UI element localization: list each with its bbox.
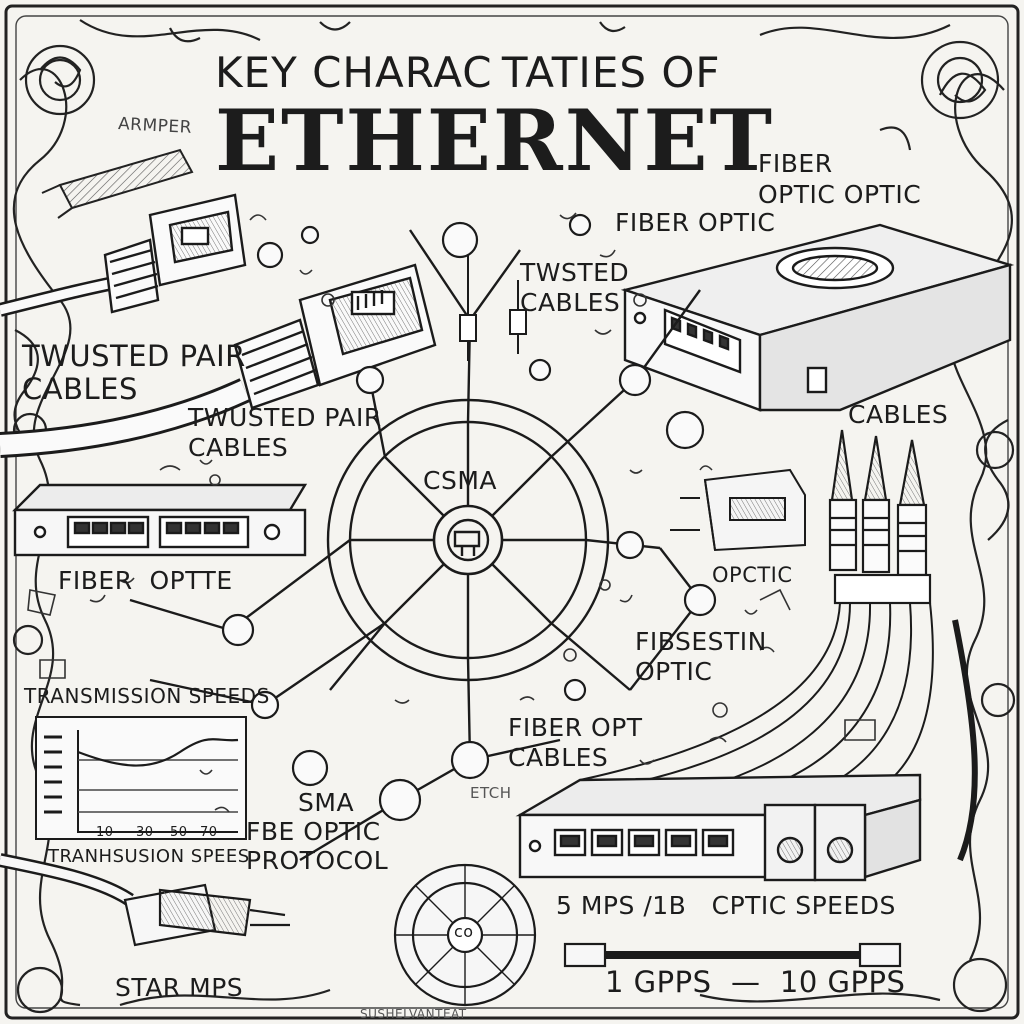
network-router-top-right [620,223,1015,412]
network-nodes [221,213,717,822]
fiber-connector-tips [828,429,932,605]
label-opctic: OPCTIC [712,563,793,587]
small-connector-block [670,468,806,552]
label-fiber-optic-top: FIBER OPTIC [615,208,776,237]
ethernet-cable-upper [0,193,247,317]
title-line-1: KEY CHARAC TATIES OF [215,48,721,97]
network-switch-left [12,483,308,557]
fiber-pins [459,255,527,361]
label-twisted-cables: TWSTED CABLES [520,258,630,317]
label-gpps: 1 GPPS — 10 GPPS [605,965,906,999]
speed-chart [35,716,247,840]
label-fiber-opt-cables: FIBER OPT CABLES [508,713,643,772]
label-twisted-pair-center: TWUSTED PAIR CABLES [188,403,382,462]
ethernet-cable-lower [0,263,437,458]
scattered-doodles [27,212,876,813]
label-csma: CSMA [423,466,497,495]
label-sma: SMA [298,788,355,817]
label-disc: co [454,922,474,941]
fiber-disc [393,863,537,1007]
label-fiber-optte: FIBER OPTTE [58,566,233,595]
label-armper: ARMPER [117,114,193,138]
title-main: ETHERNET [215,91,775,190]
ribbon-cable-sketch [41,148,194,219]
label-fibsestin-optic: FIBSESTIN OPTIC [635,627,767,686]
label-fbe-optic-protocol: FBE OPTIC PROTOCOL [246,817,389,875]
chart-tick-label: 30 [136,825,154,840]
fiber-line-bottom [563,942,902,968]
chart-tick-label: 70 [200,825,218,840]
label-star-mps: STAR MPS [115,973,244,1002]
label-bottom-scribble: SUSHELVANTEAT [360,1007,467,1021]
label-twisted-pair-left: TWUSTED PAIR CABLES [22,339,246,407]
label-transmission-speeds-bottom: TRANHSUSION SPEES [48,846,250,867]
label-fiber-optic-optic: FIBER OPTIC OPTIC [758,149,922,210]
label-speeds-line: 5 MPS /1B CPTIC SPEEDS [556,891,896,920]
chart-tick-label: 10 [96,825,114,840]
label-transmission-speeds-top: TRANSMISSION SPEEDS [24,684,270,708]
label-cables-right: CABLES [848,400,949,429]
label-etch: ETCH [470,784,512,802]
ornate-border [4,4,1020,1020]
chart-tick-label: 50 [170,825,188,840]
network-switch-bottom-right [515,773,922,882]
bottom-left-cable [0,853,290,947]
